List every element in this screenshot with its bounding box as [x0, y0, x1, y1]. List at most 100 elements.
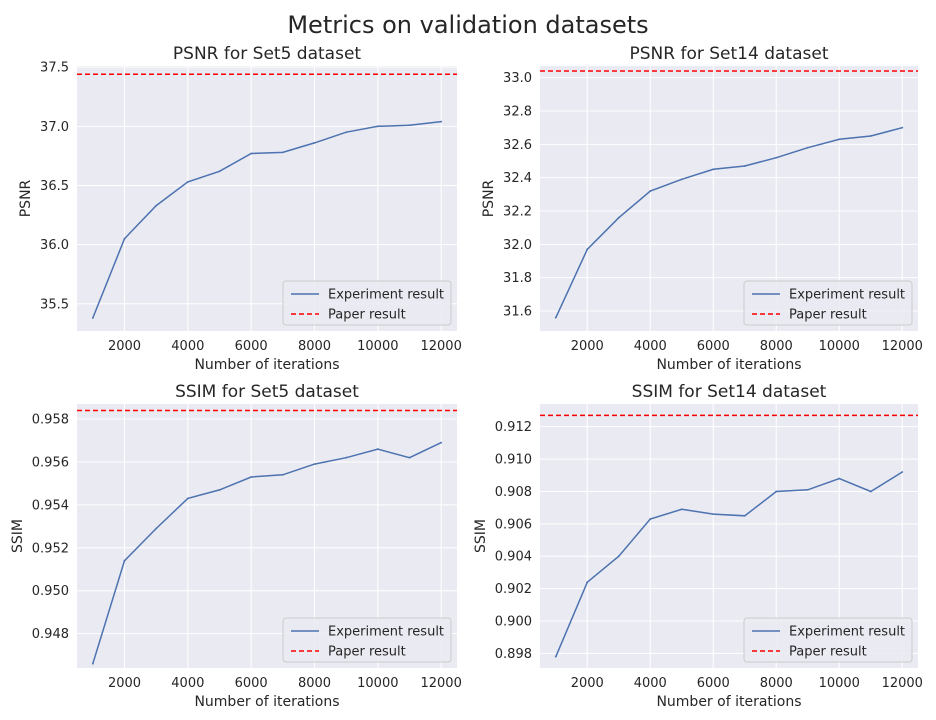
- experiment-data-point: [123, 559, 126, 562]
- y-tick-label: 36.0: [40, 238, 69, 253]
- experiment-data-point: [712, 168, 715, 171]
- figure-title: Metrics on validation datasets: [287, 11, 648, 39]
- y-axis-label: SSIM: [10, 519, 26, 553]
- experiment-data-point: [91, 662, 94, 665]
- legend-box: [282, 617, 452, 663]
- y-tick-label: 32.2: [503, 205, 532, 220]
- x-tick-label: 10000: [819, 676, 860, 691]
- chart-panel-4: 2000 4000 6000 8000 10000 12000 0.898 0.900 0.90…: [473, 382, 923, 710]
- x-tick-label: 12000: [882, 676, 923, 691]
- x-tick-label: 6000: [697, 339, 730, 354]
- panel-title: SSIM for Set5 dataset: [175, 382, 359, 402]
- x-tick-label: 4000: [634, 339, 667, 354]
- experiment-data-point: [345, 456, 348, 459]
- x-tick-label: 8000: [298, 676, 331, 691]
- experiment-data-point: [775, 490, 778, 493]
- experiment-data-point: [712, 513, 715, 516]
- experiment-data-point: [775, 156, 778, 159]
- y-tick-label: 33.0: [503, 71, 532, 86]
- y-tick-label: 36.5: [40, 179, 69, 194]
- y-tick-label: 0.948: [32, 627, 69, 642]
- experiment-data-point: [743, 514, 746, 517]
- experiment-data-point: [617, 555, 620, 558]
- y-tick-label: 0.958: [32, 413, 69, 428]
- x-tick-label: 4000: [634, 676, 667, 691]
- chart-panel-3: 2000 4000 6000 8000 10000 12000 0.948 0.950 0.95…: [10, 382, 462, 710]
- experiment-data-point: [806, 488, 809, 491]
- experiment-data-point: [838, 138, 841, 141]
- experiment-data-point: [901, 126, 904, 129]
- y-tick-label: 0.900: [495, 615, 532, 630]
- y-tick-label: 0.902: [495, 582, 532, 597]
- chart-panel-1: 2000 4000 6000 8000 10000 12000 35.5 36.0 36.5 37…: [18, 44, 462, 373]
- panel-title: SSIM for Set14 dataset: [632, 382, 827, 402]
- legend: Experiment result Paper result: [282, 280, 452, 326]
- y-tick-label: 37.5: [40, 61, 69, 76]
- legend: Experiment result Paper result: [743, 617, 913, 663]
- y-tick-label: 0.908: [495, 485, 532, 500]
- legend-label: Paper result: [328, 308, 406, 323]
- legend: Experiment result Paper result: [743, 280, 913, 326]
- x-tick-label: 2000: [571, 676, 604, 691]
- experiment-data-point: [250, 476, 253, 478]
- y-tick-label: 0.954: [32, 498, 69, 513]
- experiment-data-point: [408, 124, 411, 127]
- legend-label: Experiment result: [789, 288, 905, 303]
- experiment-data-point: [345, 131, 348, 134]
- x-tick-label: 2000: [571, 339, 604, 354]
- legend-label: Paper result: [789, 645, 867, 660]
- y-tick-label: 37.0: [40, 120, 69, 135]
- x-tick-label: 6000: [697, 676, 730, 691]
- experiment-result-line: [92, 441, 442, 664]
- experiment-data-point: [680, 508, 683, 511]
- x-tick-label: 8000: [760, 339, 793, 354]
- x-tick-label: 12000: [420, 676, 461, 691]
- y-tick-label: 0.904: [495, 550, 532, 565]
- experiment-data-point: [586, 581, 589, 584]
- panel-title: PSNR for Set5 dataset: [173, 44, 361, 64]
- legend-label: Paper result: [328, 645, 406, 660]
- experiment-data-point: [440, 120, 443, 123]
- x-tick-label: 2000: [108, 339, 141, 354]
- x-axis-label: Number of iterations: [194, 694, 339, 710]
- x-tick-label: 10000: [357, 676, 398, 691]
- y-tick-label: 0.910: [495, 453, 532, 468]
- experiment-data-point: [586, 248, 589, 251]
- experiment-data-point: [218, 170, 221, 173]
- experiment-data-point: [186, 497, 189, 500]
- x-tick-label: 8000: [760, 676, 793, 691]
- experiment-data-point: [869, 490, 872, 493]
- x-axis-label: Number of iterations: [656, 357, 801, 373]
- experiment-data-point: [649, 518, 652, 520]
- legend: Experiment result Paper result: [282, 617, 452, 663]
- x-axis-label: Number of iterations: [656, 694, 801, 710]
- experiment-data-point: [155, 527, 158, 530]
- experiment-result-line: [555, 126, 903, 319]
- y-axis-label: PSNR: [18, 179, 34, 217]
- x-tick-label: 8000: [298, 339, 331, 354]
- y-tick-label: 32.0: [503, 238, 532, 253]
- experiment-data-point: [408, 456, 411, 459]
- experiment-data-point: [617, 216, 620, 219]
- experiment-data-point: [554, 655, 557, 658]
- experiment-data-point: [838, 477, 841, 480]
- experiment-result-line: [555, 471, 903, 657]
- experiment-data-point: [376, 448, 379, 450]
- experiment-data-point: [806, 146, 809, 149]
- legend-label: Experiment result: [328, 625, 444, 640]
- x-tick-label: 4000: [171, 339, 204, 354]
- chart-panel-2: 2000 4000 6000 8000 10000 12000 31.6 31.8 32.0 32…: [481, 44, 923, 373]
- experiment-data-point: [440, 441, 443, 444]
- y-axis-label: PSNR: [481, 179, 497, 217]
- x-tick-label: 12000: [882, 339, 923, 354]
- y-tick-label: 31.8: [503, 271, 532, 286]
- x-axis-label: Number of iterations: [194, 357, 339, 373]
- x-tick-label: 10000: [819, 339, 860, 354]
- y-tick-label: 0.906: [495, 517, 532, 532]
- experiment-data-point: [376, 125, 379, 128]
- experiment-data-point: [186, 181, 189, 183]
- legend-label: Paper result: [789, 308, 867, 323]
- experiment-data-point: [649, 190, 652, 192]
- experiment-data-point: [313, 141, 316, 144]
